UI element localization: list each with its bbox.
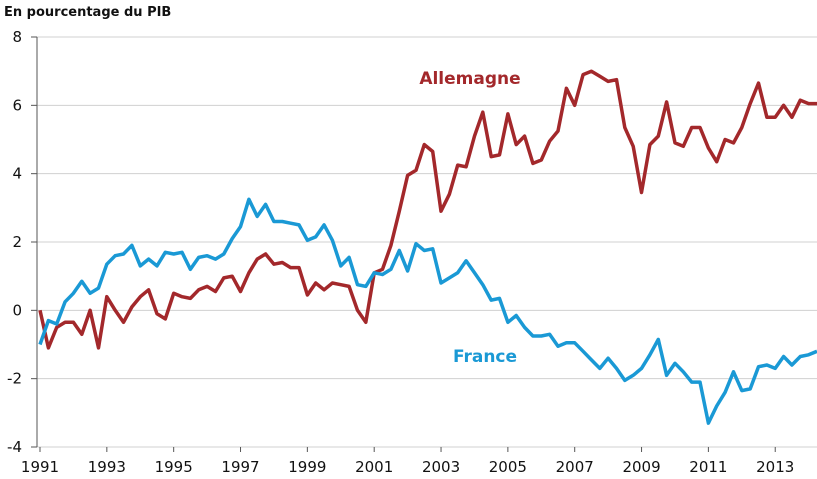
line-0 xyxy=(38,69,817,350)
line-1 xyxy=(38,197,817,425)
y-tick-label: 6 xyxy=(12,96,22,114)
y-tick-label: 8 xyxy=(12,28,22,46)
x-tick-label: 2005 xyxy=(489,458,527,476)
x-tick-label: 2001 xyxy=(355,458,393,476)
x-tick-label: 2009 xyxy=(622,458,660,476)
y-tick-label: 0 xyxy=(12,301,22,319)
x-tick-label: 2007 xyxy=(556,458,594,476)
x-tick-label: 2013 xyxy=(756,458,794,476)
y-tick-label: -2 xyxy=(7,370,22,388)
y-tick-label: 2 xyxy=(12,233,22,251)
x-tick-label: 1993 xyxy=(88,458,126,476)
x-tick-label: 1995 xyxy=(155,458,193,476)
x-tick-label: 1991 xyxy=(21,458,59,476)
series-label: Allemagne xyxy=(419,69,520,89)
y-tick-label: 4 xyxy=(12,165,22,183)
x-tick-label: 2003 xyxy=(422,458,460,476)
x-tick-label: 1999 xyxy=(288,458,326,476)
x-tick-label: 1997 xyxy=(221,458,259,476)
y-tick-label: -4 xyxy=(7,438,22,456)
y-axis-label: En pourcentage du PIB xyxy=(4,5,171,20)
x-tick-label: 2011 xyxy=(689,458,727,476)
series-label: France xyxy=(453,347,517,367)
